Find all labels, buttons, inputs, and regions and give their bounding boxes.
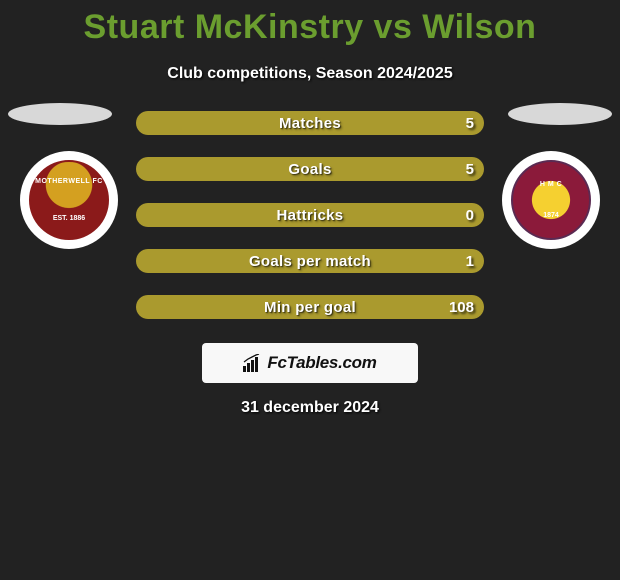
stat-row-matches: Matches 5: [136, 111, 484, 135]
stat-row-hattricks: Hattricks 0: [136, 203, 484, 227]
club-crest-right-inner: H M C 1874: [511, 160, 591, 240]
comparison-title: Stuart McKinstry vs Wilson: [0, 0, 620, 47]
stat-rows: Matches 5 Goals 5 Hattricks 0 Goals per …: [136, 111, 484, 319]
stat-right-value: 1: [466, 253, 474, 270]
crest-right-top-text: H M C: [540, 181, 562, 188]
stat-row-min-per-goal: Min per goal 108: [136, 295, 484, 319]
club-crest-left: MOTHERWELL FC EST. 1886: [20, 151, 118, 249]
stat-label: Hattricks: [277, 207, 344, 224]
stat-label: Goals per match: [249, 253, 371, 270]
branding-box: FcTables.com: [202, 343, 418, 383]
stat-row-goals: Goals 5: [136, 157, 484, 181]
club-crest-left-inner: MOTHERWELL FC EST. 1886: [29, 160, 109, 240]
stat-right-value: 5: [466, 161, 474, 178]
stat-label: Matches: [279, 115, 341, 132]
stat-right-value: 5: [466, 115, 474, 132]
stat-label: Min per goal: [264, 299, 356, 316]
club-crest-right: H M C 1874: [502, 151, 600, 249]
crest-right-bottom-text: 1874: [543, 212, 559, 219]
stat-label: Goals: [288, 161, 331, 178]
comparison-subtitle: Club competitions, Season 2024/2025: [0, 65, 620, 83]
crest-left-bottom-text: EST. 1886: [53, 215, 85, 222]
player-left-avatar: [8, 103, 112, 125]
comparison-date: 31 december 2024: [0, 399, 620, 417]
stats-container: MOTHERWELL FC EST. 1886 H M C 1874 Match…: [0, 111, 620, 417]
branding-text: FcTables.com: [267, 353, 376, 373]
bar-chart-icon: [243, 354, 263, 372]
stat-row-goals-per-match: Goals per match 1: [136, 249, 484, 273]
stat-right-value: 0: [466, 207, 474, 224]
stat-right-value: 108: [449, 299, 474, 316]
crest-left-top-text: MOTHERWELL FC: [35, 178, 103, 185]
player-right-avatar: [508, 103, 612, 125]
